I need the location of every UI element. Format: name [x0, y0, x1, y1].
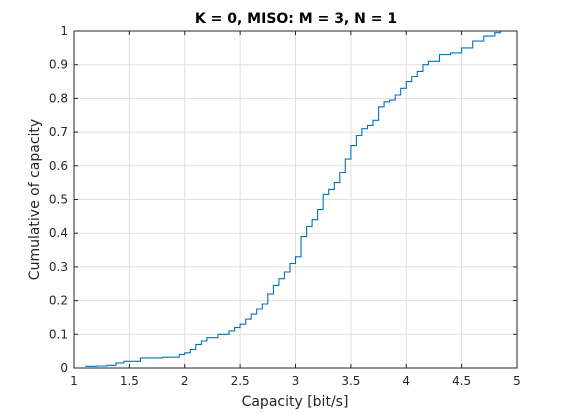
y-tick-labels: 0 0.1 0.2 0.3 0.4 0.5 0.6 0.7 0.8 0.9 1	[49, 24, 68, 375]
y-tick-label: 0.6	[49, 159, 68, 173]
y-tick-label: 0.9	[49, 58, 68, 72]
axis-ticks	[73, 30, 518, 369]
y-tick-label: 0.3	[49, 260, 68, 274]
chart-title: K = 0, MISO: M = 3, N = 1	[195, 11, 397, 27]
y-tick-label: 0.5	[49, 193, 68, 207]
y-tick-label: 0	[60, 361, 68, 375]
x-tick-label: 4	[402, 374, 410, 388]
x-tick-label: 1.5	[120, 374, 139, 388]
y-tick-label: 0.8	[49, 91, 68, 105]
y-tick-label: 0.7	[49, 125, 68, 139]
x-tick-labels: 1 1.5 2 2.5 3 3.5 4 4.5 5	[70, 374, 521, 388]
x-tick-label: 2	[181, 374, 189, 388]
y-tick-label: 1	[60, 24, 68, 38]
y-axis-label: Cumulative of capacity	[27, 119, 43, 280]
x-tick-label: 4.5	[452, 374, 471, 388]
x-axis-label: Capacity [bit/s]	[242, 394, 349, 410]
y-tick-label: 0.2	[49, 294, 68, 308]
y-tick-label: 0.1	[49, 327, 68, 341]
x-tick-label: 3	[292, 374, 300, 388]
y-tick-label: 0.4	[49, 226, 68, 240]
x-tick-label: 2.5	[231, 374, 250, 388]
grid	[73, 30, 518, 369]
x-tick-label: 1	[70, 374, 78, 388]
x-tick-label: 5	[513, 374, 521, 388]
cdf-series-line	[85, 30, 517, 367]
x-tick-label: 3.5	[341, 374, 360, 388]
